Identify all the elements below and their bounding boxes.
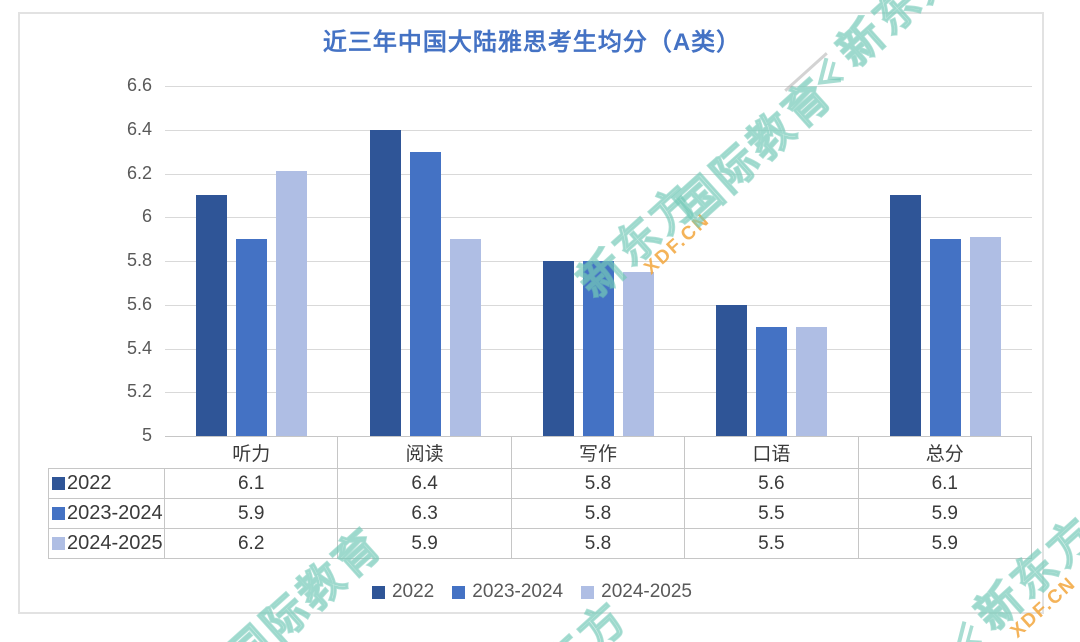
- table-value-cell: 5.8: [511, 469, 686, 499]
- table-column-header: 口语: [685, 436, 859, 469]
- y-axis-tick-label: 5.4: [126, 337, 152, 358]
- table-value-cell: 5.5: [685, 529, 859, 559]
- y-axis-tick-label: 6.4: [126, 118, 152, 139]
- legend-label: 2022: [391, 581, 435, 602]
- table-value-cell: 6.1: [858, 469, 1032, 499]
- table-value-cell: 6.2: [165, 529, 339, 559]
- bar-group-2: [338, 86, 511, 436]
- legend-key-swatch: [581, 585, 595, 599]
- bar: [796, 326, 828, 436]
- table-value-cell: 5.5: [685, 499, 859, 529]
- gridline: [165, 129, 1032, 131]
- table-row-label-text: 2023-2024: [67, 502, 163, 524]
- table-row-label: 2023-2024: [48, 499, 165, 529]
- legend-key-swatch: [452, 585, 466, 599]
- bar-group-3: [512, 86, 685, 436]
- bar: [196, 195, 228, 436]
- bar: [756, 326, 788, 436]
- y-axis-tick-label: 5.2: [126, 381, 152, 402]
- bar: [969, 236, 1001, 436]
- table-row-label-text: 2022: [67, 472, 112, 494]
- chart-title: 近三年中国大陆雅思考生均分（A类）: [322, 29, 742, 56]
- table-corner-cell: [48, 436, 165, 469]
- legend-item: 2023-2024: [452, 581, 563, 603]
- legend-key-swatch: [371, 585, 385, 599]
- table-column-header: 写作: [511, 436, 686, 469]
- y-axis-tick-label: 6.2: [126, 162, 152, 183]
- series-key-swatch: [52, 507, 65, 520]
- table-row-label: 2022: [48, 469, 165, 499]
- table-value-cell: 6.1: [165, 469, 339, 499]
- table-row-label-text: 2024-2025: [67, 532, 163, 554]
- bar-group-4: [685, 86, 858, 436]
- bar-group-5: [859, 86, 1032, 436]
- bar: [409, 151, 441, 436]
- chart-frame: [18, 12, 1044, 614]
- legend-item: 2022: [371, 581, 435, 603]
- legend-label: 2023-2024: [472, 581, 564, 602]
- bar: [236, 239, 268, 436]
- table-column-header: 听力: [165, 436, 339, 469]
- legend: 2022 2023-2024 2024-2025: [18, 581, 1046, 603]
- table-column-header: 阅读: [338, 436, 512, 469]
- bar: [622, 271, 654, 436]
- y-axis-tick-label: 5: [141, 425, 152, 445]
- y-axis-tick-label: 5.6: [126, 293, 152, 314]
- bar: [276, 171, 308, 436]
- table-value-cell: 5.9: [338, 529, 512, 559]
- table-value-cell: 5.8: [511, 529, 686, 559]
- y-axis-tick-label: 6: [141, 206, 152, 227]
- table-column-header: 总分: [858, 436, 1032, 469]
- bar: [542, 261, 574, 436]
- y-axis-tick-label: 5.8: [126, 250, 152, 270]
- table-row-label: 2024-2025: [48, 529, 165, 559]
- table-value-cell: 5.6: [685, 469, 859, 499]
- table-value-cell: 6.4: [338, 469, 512, 499]
- bar: [582, 261, 614, 436]
- bar: [929, 239, 961, 436]
- table-value-cell: 6.3: [338, 499, 512, 529]
- gridline: [165, 217, 1032, 219]
- xdf-logo-icon: [937, 612, 997, 642]
- table-value-cell: 5.8: [511, 499, 686, 529]
- table-value-cell: 5.9: [858, 529, 1032, 559]
- table-value-cell: 5.9: [165, 499, 339, 529]
- gridline: [165, 173, 1032, 175]
- data-table: 听力 阅读 写作 口语 总分 2022 6.1 6.4 5.8 5.6 6.1 2023-2024 5.…: [48, 436, 1032, 559]
- bar: [369, 129, 401, 436]
- bar: [449, 239, 481, 436]
- bar: [889, 195, 921, 436]
- legend-label: 2024-2025: [601, 581, 693, 602]
- series-key-swatch: [52, 477, 65, 490]
- y-axis-tick-label: 6.6: [126, 75, 152, 95]
- table-value-cell: 5.9: [858, 499, 1032, 529]
- bar: [716, 304, 748, 436]
- series-key-swatch: [52, 537, 65, 550]
- legend-item: 2024-2025: [581, 581, 692, 603]
- bar-group-1: [165, 86, 338, 436]
- gridline: [165, 86, 1032, 87]
